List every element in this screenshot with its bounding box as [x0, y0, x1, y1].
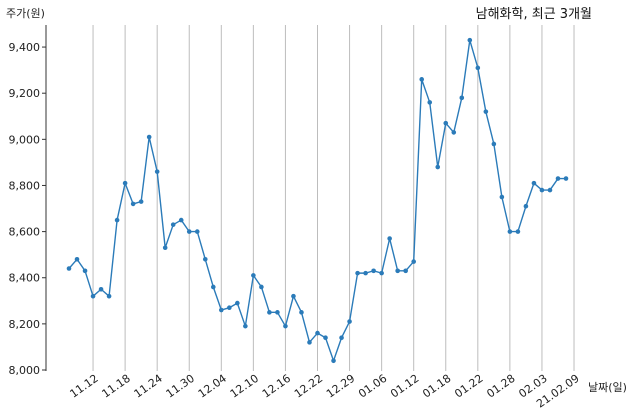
y-axis-ticks: 8,000 8,200 8,400 8,600 8,800 9,000 9,200 9,400: [9, 41, 46, 377]
data-point: [186, 229, 192, 234]
data-point: [315, 330, 320, 336]
data-point: [291, 293, 296, 299]
data-point: [539, 187, 545, 193]
data-point: [202, 256, 208, 262]
data-point: [307, 340, 312, 345]
data-point: [219, 307, 224, 313]
data-point: [379, 270, 384, 276]
x-tick-label: 01.06: [356, 372, 389, 401]
x-tick-label: 11.24: [132, 372, 165, 401]
data-point: [347, 319, 352, 324]
y-tick-label: 8,800: [9, 179, 41, 192]
data-point: [130, 201, 136, 207]
x-tick-label: 11.12: [68, 372, 101, 401]
data-point: [547, 187, 553, 193]
data-point: [531, 180, 537, 186]
x-tick-label: 01.28: [484, 372, 517, 401]
data-point: [339, 335, 344, 341]
x-tick-label: 01.12: [388, 372, 421, 401]
data-point: [114, 217, 120, 223]
data-point: [435, 164, 441, 170]
data-point: [555, 176, 561, 181]
x-axis-title: 날짜(일): [588, 380, 627, 394]
data-point: [515, 229, 521, 234]
data-point: [267, 310, 272, 315]
data-point: [98, 286, 104, 292]
data-point: [243, 323, 248, 329]
data-point: [90, 293, 96, 299]
data-point: [74, 256, 80, 262]
data-point: [210, 284, 216, 290]
chart-title: 남해화학, 최근 3개월: [476, 7, 592, 22]
y-tick-label: 8,000: [9, 364, 41, 377]
y-tick-label: 8,200: [9, 318, 41, 331]
data-point: [283, 323, 288, 329]
data-point: [387, 236, 392, 241]
data-point: [275, 310, 280, 315]
data-point: [411, 259, 416, 264]
x-tick-label: 12.16: [260, 372, 293, 401]
data-point: [483, 109, 489, 114]
y-tick-label: 8,600: [9, 226, 41, 239]
data-point: [82, 268, 88, 274]
y-tick-label: 9,000: [9, 133, 41, 146]
y-tick-label: 9,400: [9, 41, 41, 54]
data-point: [355, 270, 360, 276]
data-point: [491, 141, 497, 147]
data-point: [523, 203, 529, 209]
x-tick-label: 12.22: [292, 372, 325, 401]
data-point: [259, 284, 264, 290]
x-axis-ticks: 11.1211.1811.2411.3012.0412.1012.1612.22…: [68, 372, 582, 411]
data-point: [467, 37, 473, 43]
x-tick-label: 11.18: [100, 372, 133, 401]
data-point: [507, 229, 513, 234]
price-series: [66, 37, 569, 364]
data-point: [403, 268, 408, 274]
x-tick-label: 11.30: [164, 372, 197, 401]
data-point: [427, 100, 433, 105]
x-tick-label: 01.18: [420, 372, 453, 401]
data-point: [154, 169, 160, 174]
y-tick-label: 8,400: [9, 272, 41, 285]
y-axis-title: 주가(원): [6, 7, 45, 20]
data-point: [563, 176, 569, 181]
data-point: [251, 273, 256, 278]
data-point: [451, 130, 457, 135]
data-point: [227, 305, 232, 311]
data-point: [331, 358, 336, 364]
data-point: [178, 217, 184, 223]
data-point: [235, 300, 240, 306]
data-point: [170, 222, 176, 227]
data-point: [499, 194, 505, 200]
x-tick-label: 12.29: [324, 372, 357, 401]
data-point: [194, 229, 200, 234]
data-point: [371, 268, 376, 274]
data-point: [323, 335, 328, 341]
y-tick-label: 9,200: [9, 87, 41, 100]
data-point: [106, 293, 112, 299]
data-point: [138, 199, 144, 204]
x-tick-label: 12.04: [196, 372, 229, 401]
data-point: [162, 245, 168, 251]
data-point: [299, 310, 304, 315]
data-point: [475, 65, 481, 71]
x-tick-label: 12.10: [228, 372, 261, 401]
data-point: [146, 134, 152, 140]
vertical-grid-lines: [92, 25, 575, 371]
data-point: [363, 270, 368, 276]
data-point: [459, 95, 465, 101]
data-point: [443, 120, 449, 126]
x-tick-label: 01.22: [452, 372, 485, 401]
data-point: [419, 77, 425, 82]
data-point: [122, 180, 128, 186]
data-point: [395, 268, 400, 274]
data-point: [66, 266, 72, 271]
